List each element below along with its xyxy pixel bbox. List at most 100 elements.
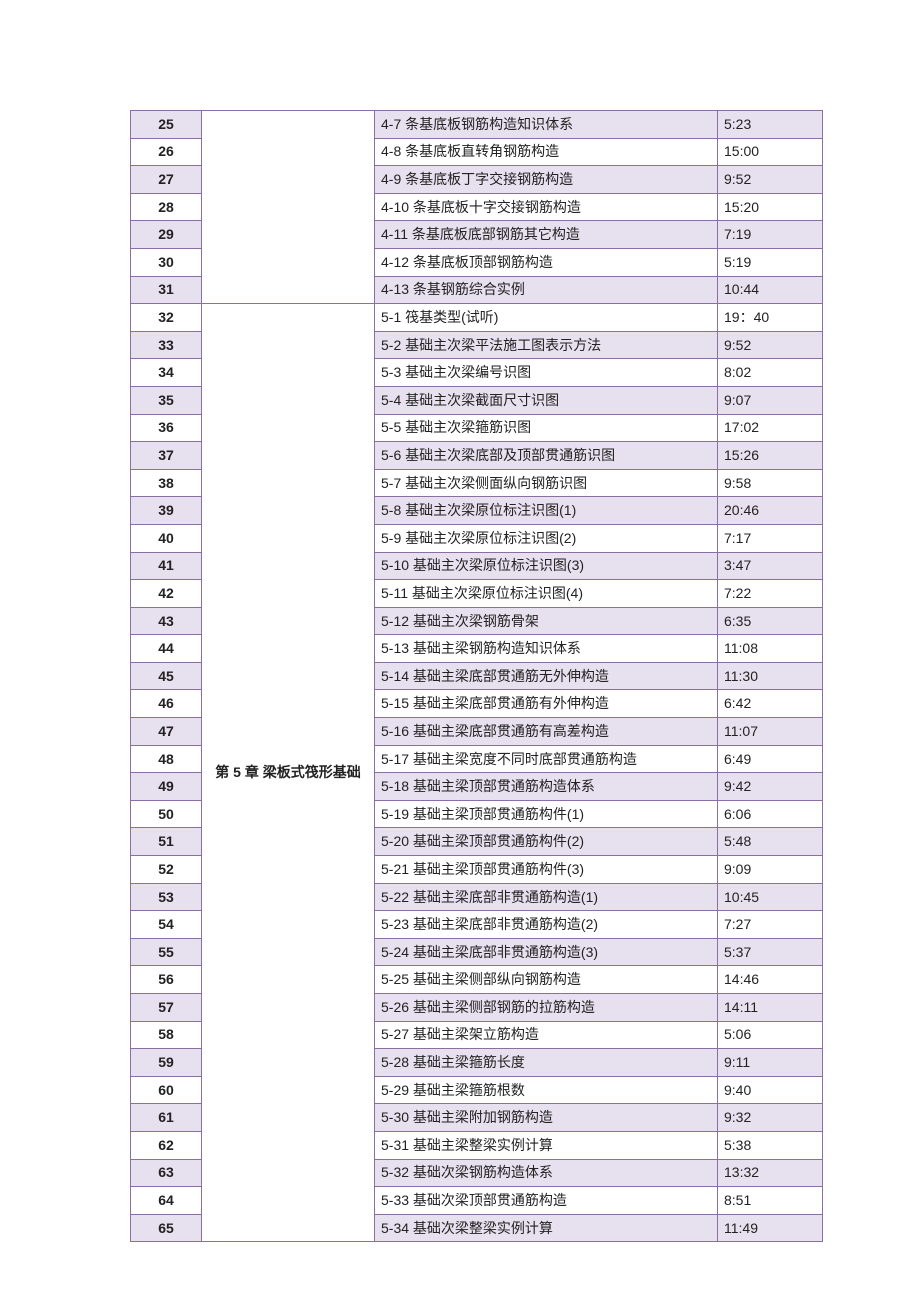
topic-title: 5-4 基础主次梁截面尺寸识图 (375, 386, 718, 414)
duration: 8:51 (718, 1187, 823, 1215)
topic-title: 4-8 条基底板直转角钢筋构造 (375, 138, 718, 166)
topic-title: 5-33 基础次梁顶部贯通筋构造 (375, 1187, 718, 1215)
row-index: 65 (131, 1214, 202, 1242)
topic-title: 5-27 基础主梁架立筋构造 (375, 1021, 718, 1049)
row-index: 56 (131, 966, 202, 994)
duration: 13:32 (718, 1159, 823, 1187)
row-index: 26 (131, 138, 202, 166)
row-index: 54 (131, 911, 202, 939)
duration: 14:11 (718, 994, 823, 1022)
row-index: 41 (131, 552, 202, 580)
duration: 8:02 (718, 359, 823, 387)
row-index: 60 (131, 1076, 202, 1104)
topic-title: 5-16 基础主梁底部贯通筋有高差构造 (375, 718, 718, 746)
duration: 9:42 (718, 773, 823, 801)
topic-title: 5-29 基础主梁箍筋根数 (375, 1076, 718, 1104)
course-outline-table: 254-7 条基底板钢筋构造知识体系5:23264-8 条基底板直转角钢筋构造1… (130, 110, 823, 1242)
row-index: 29 (131, 221, 202, 249)
row-index: 51 (131, 828, 202, 856)
row-index: 35 (131, 386, 202, 414)
row-index: 32 (131, 304, 202, 332)
row-index: 44 (131, 635, 202, 663)
duration: 17:02 (718, 414, 823, 442)
topic-title: 5-15 基础主梁底部贯通筋有外伸构造 (375, 690, 718, 718)
duration: 5:38 (718, 1131, 823, 1159)
row-index: 64 (131, 1187, 202, 1215)
duration: 6:06 (718, 800, 823, 828)
duration: 11:08 (718, 635, 823, 663)
row-index: 31 (131, 276, 202, 304)
topic-title: 5-5 基础主次梁箍筋识图 (375, 414, 718, 442)
chapter-group (202, 111, 375, 304)
document-page: 254-7 条基底板钢筋构造知识体系5:23264-8 条基底板直转角钢筋构造1… (0, 0, 920, 1302)
duration: 15:20 (718, 193, 823, 221)
duration: 7:17 (718, 524, 823, 552)
topic-title: 5-19 基础主梁顶部贯通筋构件(1) (375, 800, 718, 828)
duration: 7:22 (718, 580, 823, 608)
row-index: 36 (131, 414, 202, 442)
duration: 3:47 (718, 552, 823, 580)
duration: 10:45 (718, 883, 823, 911)
row-index: 61 (131, 1104, 202, 1132)
row-index: 55 (131, 938, 202, 966)
row-index: 47 (131, 718, 202, 746)
topic-title: 5-9 基础主次梁原位标注识图(2) (375, 524, 718, 552)
duration: 7:27 (718, 911, 823, 939)
row-index: 33 (131, 331, 202, 359)
duration: 11:30 (718, 662, 823, 690)
topic-title: 5-21 基础主梁顶部贯通筋构件(3) (375, 856, 718, 884)
topic-title: 4-10 条基底板十字交接钢筋构造 (375, 193, 718, 221)
topic-title: 5-1 筏基类型(试听) (375, 304, 718, 332)
duration: 9:58 (718, 469, 823, 497)
row-index: 57 (131, 994, 202, 1022)
duration: 9:07 (718, 386, 823, 414)
topic-title: 5-2 基础主次梁平法施工图表示方法 (375, 331, 718, 359)
row-index: 62 (131, 1131, 202, 1159)
duration: 9:52 (718, 166, 823, 194)
topic-title: 5-14 基础主梁底部贯通筋无外伸构造 (375, 662, 718, 690)
topic-title: 5-30 基础主梁附加钢筋构造 (375, 1104, 718, 1132)
duration: 11:07 (718, 718, 823, 746)
duration: 15:00 (718, 138, 823, 166)
row-index: 38 (131, 469, 202, 497)
topic-title: 5-17 基础主梁宽度不同时底部贯通筋构造 (375, 745, 718, 773)
duration: 20:46 (718, 497, 823, 525)
duration: 5:23 (718, 111, 823, 139)
topic-title: 5-34 基础次梁整梁实例计算 (375, 1214, 718, 1242)
duration: 9:52 (718, 331, 823, 359)
topic-title: 5-22 基础主梁底部非贯通筋构造(1) (375, 883, 718, 911)
row-index: 50 (131, 800, 202, 828)
topic-title: 5-6 基础主次梁底部及顶部贯通筋识图 (375, 442, 718, 470)
topic-title: 5-32 基础次梁钢筋构造体系 (375, 1159, 718, 1187)
topic-title: 4-7 条基底板钢筋构造知识体系 (375, 111, 718, 139)
duration: 6:35 (718, 607, 823, 635)
row-index: 42 (131, 580, 202, 608)
duration: 5:48 (718, 828, 823, 856)
duration: 6:49 (718, 745, 823, 773)
row-index: 28 (131, 193, 202, 221)
duration: 9:40 (718, 1076, 823, 1104)
row-index: 40 (131, 524, 202, 552)
duration: 9:09 (718, 856, 823, 884)
topic-title: 5-26 基础主梁侧部钢筋的拉筋构造 (375, 994, 718, 1022)
topic-title: 5-23 基础主梁底部非贯通筋构造(2) (375, 911, 718, 939)
row-index: 37 (131, 442, 202, 470)
topic-title: 4-11 条基底板底部钢筋其它构造 (375, 221, 718, 249)
row-index: 53 (131, 883, 202, 911)
topic-title: 4-13 条基钢筋综合实例 (375, 276, 718, 304)
topic-title: 5-31 基础主梁整梁实例计算 (375, 1131, 718, 1159)
topic-title: 5-18 基础主梁顶部贯通筋构造体系 (375, 773, 718, 801)
duration: 5:19 (718, 248, 823, 276)
row-index: 58 (131, 1021, 202, 1049)
topic-title: 5-11 基础主次梁原位标注识图(4) (375, 580, 718, 608)
table-row: 25 4-7 条基底板钢筋构造知识体系5:23 (131, 111, 823, 139)
row-index: 25 (131, 111, 202, 139)
duration: 14:46 (718, 966, 823, 994)
row-index: 45 (131, 662, 202, 690)
topic-title: 5-3 基础主次梁编号识图 (375, 359, 718, 387)
topic-title: 5-20 基础主梁顶部贯通筋构件(2) (375, 828, 718, 856)
duration: 5:37 (718, 938, 823, 966)
topic-title: 4-12 条基底板顶部钢筋构造 (375, 248, 718, 276)
chapter-group: 第 5 章 梁板式筏形基础 (202, 304, 375, 1242)
topic-title: 5-8 基础主次梁原位标注识图(1) (375, 497, 718, 525)
